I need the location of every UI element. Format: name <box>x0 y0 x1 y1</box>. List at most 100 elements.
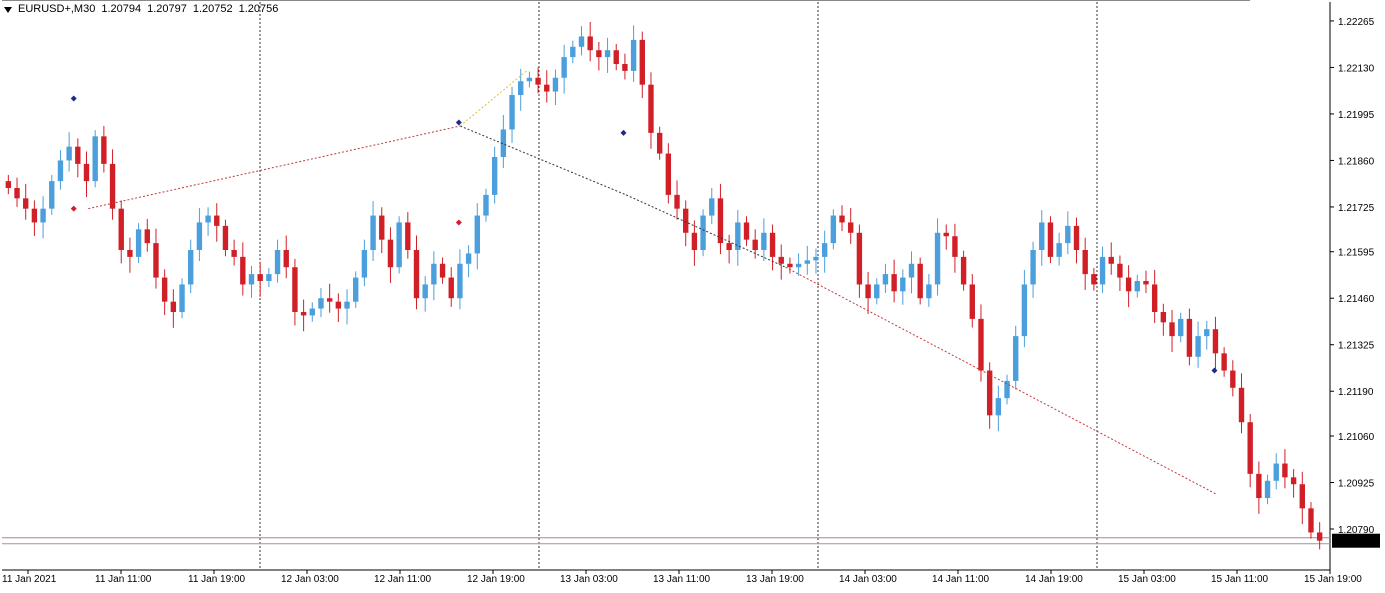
bear-candle[interactable] <box>413 250 420 299</box>
bear-candle[interactable] <box>118 208 124 250</box>
bear-candle[interactable] <box>1256 473 1262 498</box>
bear-candle[interactable] <box>613 50 619 64</box>
bear-candle[interactable] <box>1247 422 1253 474</box>
bull-candle[interactable] <box>1056 243 1062 257</box>
bull-candle[interactable] <box>1021 284 1028 337</box>
bull-candle[interactable] <box>361 250 368 278</box>
bear-candle[interactable] <box>144 229 150 244</box>
bear-candle[interactable] <box>75 146 81 164</box>
bear-candle[interactable] <box>153 243 159 278</box>
trend-line[interactable] <box>625 194 786 268</box>
bear-candle[interactable] <box>648 84 654 133</box>
bull-candle[interactable] <box>830 215 837 244</box>
bear-candle[interactable] <box>214 215 220 226</box>
bear-candle[interactable] <box>1117 263 1123 278</box>
bear-candle[interactable] <box>109 163 116 209</box>
bear-candle[interactable] <box>917 263 923 299</box>
bull-candle[interactable] <box>49 181 55 209</box>
bear-candle[interactable] <box>1230 370 1236 388</box>
bull-candle[interactable] <box>1004 380 1010 399</box>
bull-candle[interactable] <box>874 284 880 299</box>
bull-candle[interactable] <box>188 250 194 285</box>
bull-candle[interactable] <box>57 160 64 182</box>
bull-candle[interactable] <box>552 77 559 92</box>
bull-candle[interactable] <box>908 263 915 278</box>
bear-candle[interactable] <box>300 312 307 316</box>
bear-candle[interactable] <box>231 250 237 257</box>
bull-candle[interactable] <box>344 301 350 309</box>
bear-candle[interactable] <box>752 239 758 250</box>
bear-candle[interactable] <box>1091 274 1097 285</box>
bull-candle[interactable] <box>465 253 472 264</box>
bull-candle[interactable] <box>735 222 741 250</box>
bull-candle[interactable] <box>561 57 567 78</box>
bull-candle[interactable] <box>92 136 98 182</box>
bear-candle[interactable] <box>943 232 949 237</box>
bull-candle[interactable] <box>1264 480 1271 498</box>
bear-candle[interactable] <box>622 64 628 71</box>
bear-candle[interactable] <box>656 132 663 154</box>
bear-candle[interactable] <box>83 163 90 182</box>
bear-candle[interactable] <box>1125 277 1132 292</box>
bear-candle[interactable] <box>856 232 863 285</box>
bear-candle[interactable] <box>326 298 333 302</box>
bear-candle[interactable] <box>865 284 871 299</box>
bear-candle[interactable] <box>969 284 975 319</box>
bear-candle[interactable] <box>587 36 593 51</box>
bull-candle[interactable] <box>491 157 498 195</box>
bear-candle[interactable] <box>1316 532 1323 541</box>
bull-candle[interactable] <box>457 263 463 299</box>
bull-candle[interactable] <box>795 263 802 268</box>
bull-candle[interactable] <box>318 298 324 309</box>
bear-candle[interactable] <box>717 198 724 244</box>
bear-candle[interactable] <box>596 50 602 58</box>
bear-candle[interactable] <box>1282 463 1288 478</box>
bear-candle[interactable] <box>1308 508 1314 533</box>
bull-candle[interactable] <box>248 274 255 285</box>
trend-line[interactable] <box>785 266 1218 495</box>
bull-candle[interactable] <box>396 222 402 268</box>
trend-line[interactable] <box>459 70 527 127</box>
bull-candle[interactable] <box>66 146 72 161</box>
bear-candle[interactable] <box>839 215 845 223</box>
bull-candle[interactable] <box>205 215 211 223</box>
bear-candle[interactable] <box>283 250 289 268</box>
bear-candle[interactable] <box>1108 256 1114 264</box>
bear-candle[interactable] <box>101 136 107 164</box>
bear-candle[interactable] <box>952 236 958 257</box>
bull-candle[interactable] <box>518 81 524 95</box>
bull-candle[interactable] <box>570 46 576 58</box>
bear-candle[interactable] <box>1299 484 1305 509</box>
bear-candle[interactable] <box>448 277 454 299</box>
bull-candle[interactable] <box>1065 225 1071 244</box>
bear-candle[interactable] <box>405 222 411 250</box>
bear-candle[interactable] <box>960 256 967 285</box>
bear-candle[interactable] <box>5 181 12 188</box>
bear-candle[interactable] <box>891 274 897 292</box>
bear-candle[interactable] <box>1238 387 1245 423</box>
bear-candle[interactable] <box>787 263 793 268</box>
bear-candle[interactable] <box>674 194 680 209</box>
bear-candle[interactable] <box>544 84 550 92</box>
bull-candle[interactable] <box>578 36 585 47</box>
bull-candle[interactable] <box>266 274 272 281</box>
bear-candle[interactable] <box>240 256 246 285</box>
bull-candle[interactable] <box>761 232 767 250</box>
bull-candle[interactable] <box>1273 463 1279 481</box>
bull-candle[interactable] <box>813 256 819 261</box>
bear-candle[interactable] <box>23 198 29 209</box>
bull-candle[interactable] <box>1099 256 1106 285</box>
bear-candle[interactable] <box>986 370 993 416</box>
bull-candle[interactable] <box>1178 318 1184 337</box>
bull-candle[interactable] <box>40 208 46 223</box>
bull-candle[interactable] <box>821 243 828 257</box>
bear-candle[interactable] <box>1290 477 1297 485</box>
bear-candle[interactable] <box>1160 312 1167 323</box>
bull-candle[interactable] <box>509 95 515 130</box>
bear-candle[interactable] <box>1169 322 1175 337</box>
bear-candle[interactable] <box>683 208 689 233</box>
bear-candle[interactable] <box>848 222 854 233</box>
bull-candle[interactable] <box>934 232 941 285</box>
bear-candle[interactable] <box>170 301 177 312</box>
